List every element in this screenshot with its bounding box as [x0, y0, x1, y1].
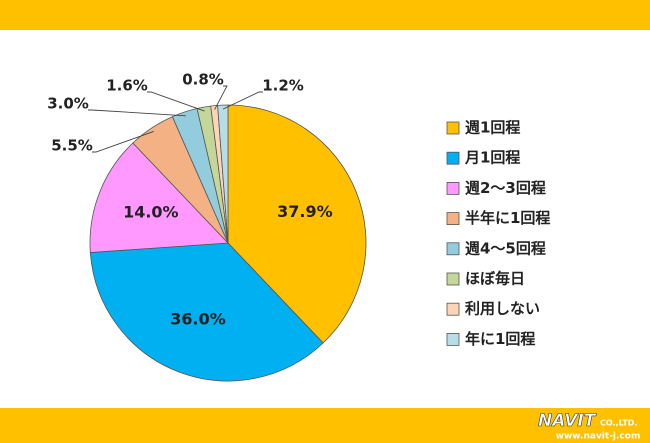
legend-swatch	[446, 302, 460, 316]
leader-line	[222, 91, 263, 110]
footer-company: CO.,LTD.	[600, 419, 637, 428]
legend-label: 年に1回程	[465, 330, 535, 348]
leader-line	[92, 131, 154, 153]
header-band	[0, 0, 650, 30]
leader-line	[214, 85, 228, 110]
legend-swatch	[446, 242, 460, 256]
pie-slice	[89, 142, 229, 253]
legend-label: 月1回程	[464, 149, 520, 167]
data-label: 0.8%	[182, 71, 224, 89]
legend-label: 半年に1回程	[465, 209, 550, 227]
legend-label: 利用しない	[465, 300, 540, 318]
legend-label: 週4～5回程	[465, 239, 546, 257]
data-label: 1.6%	[106, 77, 148, 95]
pie-slice	[227, 104, 367, 344]
data-label: 1.2%	[262, 77, 304, 95]
legend-swatch	[446, 272, 460, 286]
legend-swatch	[446, 332, 460, 346]
data-label: 36.0%	[170, 310, 226, 329]
footer-logo: NAVIT	[538, 411, 597, 431]
legend-swatch	[446, 121, 460, 135]
footer-band	[0, 408, 650, 443]
data-label: 5.5%	[51, 137, 93, 155]
data-label: 3.0%	[47, 95, 89, 113]
leader-line	[88, 109, 186, 117]
legend-swatch	[446, 212, 460, 226]
legend-label: 週2～3回程	[465, 179, 546, 197]
legend-label: 週1回程	[465, 119, 520, 137]
leader-line	[147, 91, 205, 112]
data-label: 14.0%	[123, 203, 179, 222]
pie-slice	[89, 242, 324, 382]
legend-label: ほぼ毎日	[465, 270, 525, 288]
legend-swatch	[446, 181, 460, 195]
legend-swatch	[446, 151, 460, 165]
data-label: 37.9%	[277, 202, 333, 221]
footer-url: www.navit-j.com	[556, 432, 641, 442]
pie-slice	[217, 104, 229, 244]
